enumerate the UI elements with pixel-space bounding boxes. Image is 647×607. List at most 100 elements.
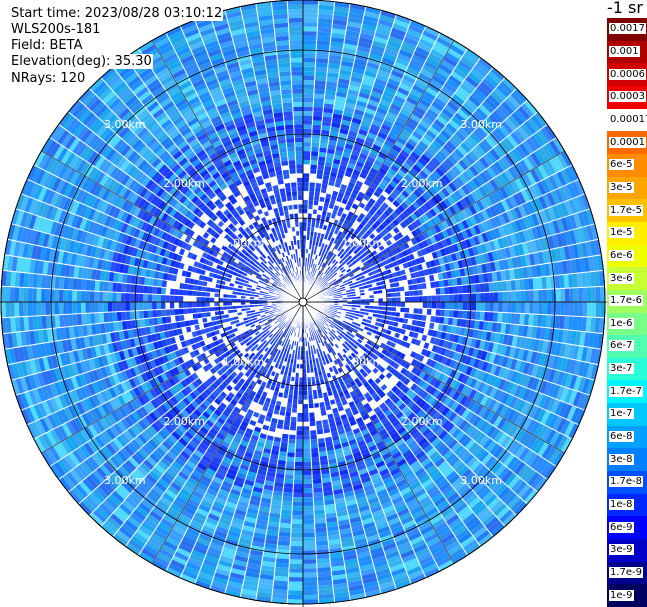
range-gate-cell [594, 270, 601, 287]
range-gate-cell [373, 82, 386, 91]
range-gate-cell [321, 210, 328, 217]
range-gate-cell [326, 266, 331, 271]
range-gate-cell [322, 253, 328, 259]
range-gate-cell [436, 115, 449, 126]
range-gate-cell [523, 120, 537, 135]
range-gate-cell [586, 302, 592, 318]
range-gate-cell [384, 279, 390, 285]
range-gate-cell [552, 219, 561, 235]
range-gate-cell [439, 247, 447, 257]
range-gate-cell [336, 257, 342, 263]
range-gate-cell [303, 199, 309, 205]
range-gate-cell [446, 270, 453, 280]
range-gate-cell [496, 142, 508, 156]
range-gate-cell [542, 289, 548, 302]
range-gate-cell [534, 197, 544, 212]
range-gate-cell [306, 231, 311, 236]
range-gate-cell [440, 238, 449, 248]
range-gate-cell [311, 213, 317, 219]
range-gate-cell [444, 302, 450, 310]
range-gate-cell [345, 97, 357, 105]
range-gate-cell [457, 187, 467, 198]
range-gate-cell [560, 302, 565, 316]
range-gate-cell [570, 181, 581, 197]
range-gate-cell [400, 296, 406, 302]
range-gate-cell [330, 276, 336, 282]
range-gate-cell [303, 35, 317, 41]
range-gate-cell [399, 236, 407, 245]
range-gate-cell [330, 264, 336, 269]
range-gate-cell [559, 274, 565, 289]
range-gate-cell [319, 138, 329, 145]
range-gate-cell [312, 111, 323, 117]
range-gate-cell [355, 161, 365, 169]
range-gate-cell [309, 421, 316, 427]
range-gate-cell [419, 119, 431, 130]
range-gate-cell [317, 156, 326, 162]
range-gate-cell [474, 320, 480, 330]
range-gate-cell [338, 281, 344, 286]
range-gate-cell [295, 448, 303, 453]
range-gate-cell [538, 289, 543, 302]
range-gate-cell [323, 107, 334, 114]
range-gate-cell [402, 145, 413, 155]
range-gate-cell [382, 175, 392, 184]
range-gate-cell [303, 572, 318, 578]
range-gate-cell [404, 32, 421, 43]
range-gate-cell [443, 279, 449, 288]
range-gate-cell [322, 268, 327, 274]
range-gate-cell [289, 430, 297, 436]
range-gate-cell [478, 273, 485, 284]
range-gate-cell [404, 255, 411, 263]
range-gate-cell [522, 202, 531, 217]
range-gate-cell [398, 193, 407, 202]
range-gate-cell [312, 120, 322, 126]
range-gate-cell [324, 197, 331, 204]
range-gate-cell [440, 264, 447, 273]
range-gate-cell [392, 160, 403, 170]
range-gate-cell [405, 96, 419, 106]
range-gate-cell [476, 292, 481, 302]
range-gate-cell [475, 107, 489, 120]
range-gate-cell [303, 115, 313, 121]
range-gate-cell [377, 309, 383, 315]
range-gate-cell [540, 127, 553, 143]
range-gate-cell [303, 222, 308, 227]
range-gate-cell [318, 147, 328, 153]
range-gate-cell [312, 478, 322, 484]
range-gate-cell [453, 213, 462, 224]
range-gate-cell [334, 200, 342, 207]
range-gate-cell [462, 284, 468, 294]
range-gate-cell [347, 270, 353, 276]
range-gate-cell [394, 156, 405, 166]
range-gate-cell [315, 269, 320, 275]
range-gate-cell [442, 271, 448, 280]
range-gate-cell [513, 88, 528, 103]
range-gate-cell [376, 23, 393, 32]
range-gate-cell [360, 257, 367, 264]
range-gate-cell [355, 180, 364, 188]
range-gate-cell [548, 175, 559, 190]
range-gate-cell [572, 243, 580, 259]
range-gate-cell [352, 63, 367, 71]
range-gate-cell [316, 275, 320, 280]
range-gate-cell [336, 251, 343, 258]
range-gate-cell [328, 203, 335, 210]
range-gate-cell [545, 276, 552, 290]
range-gate-cell [415, 143, 426, 154]
range-gate-cell [325, 193, 332, 199]
range-gate-cell [403, 100, 417, 110]
range-gate-cell [448, 286, 454, 295]
range-gate-cell [318, 256, 323, 262]
range-gate-cell [437, 231, 445, 241]
range-gate-cell [456, 241, 464, 252]
range-gate-cell [413, 243, 421, 252]
range-gate-cell [339, 248, 345, 254]
range-gate-cell [585, 316, 592, 333]
range-gate-cell [469, 226, 478, 237]
range-gate-cell [481, 209, 490, 221]
range-gate-cell [572, 316, 578, 331]
range-gate-cell [497, 281, 503, 292]
range-gate-cell [359, 32, 375, 41]
range-gate-cell [320, 285, 325, 289]
